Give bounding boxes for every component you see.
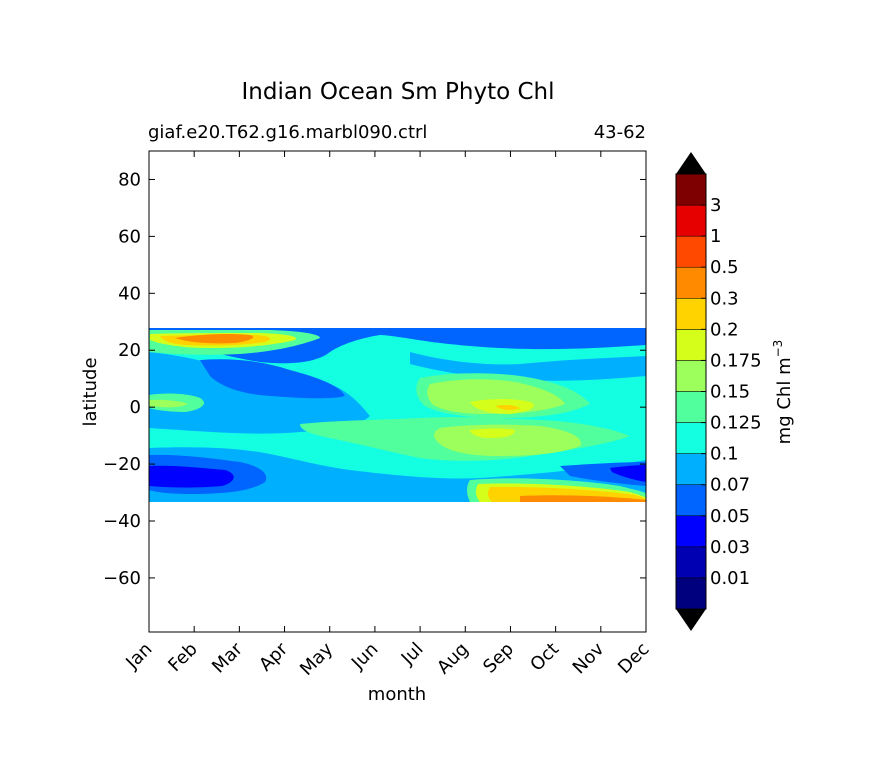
x-axis-label: month <box>368 684 426 705</box>
colorbar-segment <box>675 329 707 361</box>
colorbar-tick-label: 3 <box>710 195 721 216</box>
y-tick-label: 20 <box>118 340 141 361</box>
y-axis-label: latitude <box>80 357 101 426</box>
colorbar-segment <box>675 484 707 517</box>
colorbar-segment <box>675 391 707 423</box>
colorbar-tick-label: 0.05 <box>710 506 750 527</box>
y-tick-label: −20 <box>103 454 141 475</box>
y-tick-label: −40 <box>103 511 141 532</box>
y-axis-ticks: 80 60 40 20 0 −20 −40 −60 <box>103 169 646 589</box>
x-tick-label: Mar <box>208 638 247 677</box>
colorbar-tick-label: 0.1 <box>710 444 739 465</box>
colorbar-segment <box>675 515 707 548</box>
colorbar-tick-label: 0.01 <box>710 568 750 589</box>
colorbar-tick-label: 0.03 <box>710 537 750 558</box>
colorbar-segment <box>675 546 707 579</box>
colorbar-segment <box>675 266 707 299</box>
colorbar-tick-label: 1 <box>710 226 721 247</box>
colorbar-segment <box>675 453 707 485</box>
y-tick-label: 40 <box>118 283 141 304</box>
colorbar-label-superscript: −3 <box>771 340 785 358</box>
colorbar-extend-top <box>676 152 706 174</box>
colorbar-tick-label: 0.3 <box>710 288 739 309</box>
y-tick-label: 60 <box>118 226 141 247</box>
x-tick-label: Jun <box>347 639 382 674</box>
x-tick-label: Sep <box>479 639 518 678</box>
x-tick-label: Nov <box>569 638 609 678</box>
colorbar-segment <box>675 235 707 268</box>
y-tick-label: 80 <box>118 169 141 190</box>
x-tick-label: Apr <box>255 638 292 675</box>
colorbar-segment <box>675 298 707 330</box>
x-tick-label: May <box>296 638 337 679</box>
colorbar-tick-label: 0.07 <box>710 475 750 496</box>
y-tick-label: −60 <box>103 568 141 589</box>
colorbar-segment <box>675 204 707 237</box>
x-tick-label: Aug <box>433 639 473 679</box>
y-tick-label: 0 <box>130 397 141 418</box>
x-tick-label: Oct <box>526 639 563 676</box>
x-tick-label: Feb <box>164 639 201 676</box>
colorbar-tick-label: 0.125 <box>710 413 762 434</box>
x-tick-label: Jul <box>397 639 428 670</box>
plot-area <box>148 150 647 633</box>
colorbar-tick-label: 0.5 <box>710 257 739 278</box>
heatmap-field <box>149 328 646 502</box>
chart-subtitle-right: 43-62 <box>594 122 646 143</box>
x-tick-label: Jan <box>121 639 156 674</box>
chart-title: Indian Ocean Sm Phyto Chl <box>241 79 554 105</box>
colorbar-tick-label: 0.175 <box>710 350 762 371</box>
colorbar-label: mg Chl m−3 <box>771 340 795 445</box>
colorbar-extend-bottom <box>676 609 706 631</box>
colorbar: 0.01 0.03 0.05 0.07 0.1 0.125 0.15 0.175 0.2 0.3 0… <box>675 152 762 631</box>
colorbar-segment <box>675 577 707 610</box>
colorbar-tick-label: 0.2 <box>710 319 739 340</box>
colorbar-segment <box>675 173 707 206</box>
chart-subtitle-left: giaf.e20.T62.g16.marbl090.ctrl <box>148 122 427 143</box>
colorbar-segment <box>675 422 707 454</box>
colorbar-tick-label: 0.15 <box>710 382 750 403</box>
colorbar-segment <box>675 360 707 392</box>
x-tick-label: Dec <box>614 639 653 678</box>
